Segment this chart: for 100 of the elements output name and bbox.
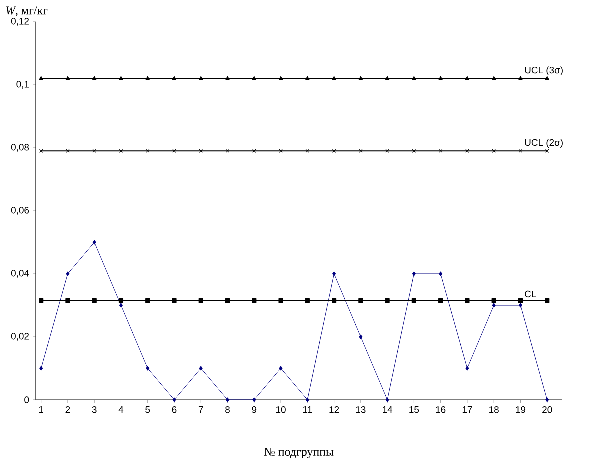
y-tick-label: 0 bbox=[24, 396, 30, 404]
point bbox=[66, 76, 70, 80]
point bbox=[332, 76, 336, 80]
point bbox=[466, 366, 470, 371]
point bbox=[306, 76, 310, 80]
point bbox=[146, 366, 150, 371]
point bbox=[386, 76, 390, 80]
point bbox=[385, 298, 390, 304]
x-tick-label: 13 bbox=[356, 406, 366, 414]
point bbox=[278, 298, 284, 304]
point bbox=[92, 149, 96, 153]
point bbox=[518, 149, 523, 153]
x-axis-title: № подгруппы bbox=[264, 448, 334, 458]
series-label: UCL (2σ) bbox=[525, 139, 563, 148]
x-tick-label: 12 bbox=[330, 406, 340, 414]
point bbox=[438, 298, 444, 304]
y-tick-label: 0,12 bbox=[11, 18, 30, 26]
point bbox=[279, 76, 284, 80]
point bbox=[492, 298, 496, 304]
point bbox=[199, 366, 203, 371]
x-tick-label: 15 bbox=[410, 406, 420, 414]
point bbox=[386, 398, 390, 402]
point bbox=[358, 76, 363, 80]
point bbox=[359, 334, 363, 340]
point bbox=[545, 76, 550, 80]
x-tick-label: 11 bbox=[303, 406, 312, 414]
point bbox=[412, 149, 416, 153]
x-tick-label: 5 bbox=[146, 406, 150, 414]
point bbox=[172, 398, 176, 402]
point bbox=[119, 149, 124, 153]
point bbox=[386, 149, 390, 153]
point bbox=[119, 76, 124, 80]
x-tick-label: 1 bbox=[39, 406, 44, 414]
x-tick-label: 6 bbox=[172, 406, 177, 414]
x-tick-label: 4 bbox=[118, 406, 124, 414]
point bbox=[226, 76, 230, 80]
x-tick-label: 14 bbox=[383, 406, 393, 414]
y-tick-label: 0,1 bbox=[16, 81, 30, 89]
y-tick-label: 0,02 bbox=[11, 333, 30, 341]
point bbox=[438, 76, 443, 80]
y-tick-label: 0,06 bbox=[11, 207, 30, 215]
x-tick-label: 9 bbox=[252, 406, 257, 414]
point bbox=[199, 76, 204, 80]
point bbox=[252, 298, 257, 304]
point bbox=[172, 298, 177, 304]
point bbox=[412, 298, 416, 304]
point bbox=[279, 149, 283, 153]
point bbox=[358, 298, 364, 304]
series-label: CL bbox=[525, 290, 536, 298]
point bbox=[332, 298, 337, 304]
series-label: UCL (3σ) bbox=[525, 66, 563, 76]
y-axis-title: W, мг/кг bbox=[6, 6, 48, 16]
x-tick-label: 17 bbox=[462, 406, 472, 414]
point bbox=[66, 272, 70, 276]
point bbox=[332, 149, 336, 153]
point bbox=[92, 76, 97, 80]
point bbox=[92, 298, 97, 304]
point bbox=[146, 298, 150, 304]
point bbox=[226, 149, 230, 153]
point bbox=[492, 76, 496, 80]
x-tick-label: 20 bbox=[542, 406, 552, 414]
point bbox=[465, 298, 470, 304]
x-tick-label: 7 bbox=[198, 406, 204, 414]
point bbox=[492, 149, 496, 153]
point bbox=[40, 366, 44, 371]
point bbox=[172, 149, 176, 153]
point bbox=[198, 298, 204, 304]
x-tick-label: 8 bbox=[226, 406, 230, 414]
point bbox=[306, 398, 310, 402]
y-tick-label: 0,04 bbox=[11, 270, 30, 278]
point bbox=[39, 298, 44, 304]
x-tick-label: 2 bbox=[66, 406, 70, 414]
point bbox=[465, 76, 470, 80]
point bbox=[518, 76, 523, 80]
point bbox=[39, 76, 44, 80]
x-tick-label: 19 bbox=[516, 406, 526, 414]
point bbox=[359, 149, 363, 153]
point bbox=[119, 303, 124, 308]
point bbox=[226, 398, 230, 402]
point bbox=[518, 303, 523, 308]
x-tick-label: 18 bbox=[490, 406, 499, 414]
point bbox=[92, 240, 96, 245]
point bbox=[412, 76, 416, 80]
point bbox=[466, 149, 470, 153]
x-tick-label: 10 bbox=[276, 406, 286, 414]
point bbox=[412, 272, 416, 276]
point bbox=[146, 76, 150, 80]
point bbox=[225, 298, 230, 304]
point bbox=[172, 76, 177, 80]
point bbox=[279, 366, 283, 371]
point bbox=[252, 76, 256, 80]
point bbox=[66, 298, 70, 304]
point bbox=[518, 298, 524, 304]
point bbox=[546, 398, 550, 402]
point bbox=[545, 298, 550, 304]
y-tick-label: 0,08 bbox=[11, 144, 30, 152]
point bbox=[66, 149, 70, 153]
point bbox=[252, 398, 256, 402]
point bbox=[492, 303, 496, 308]
point bbox=[439, 272, 443, 276]
